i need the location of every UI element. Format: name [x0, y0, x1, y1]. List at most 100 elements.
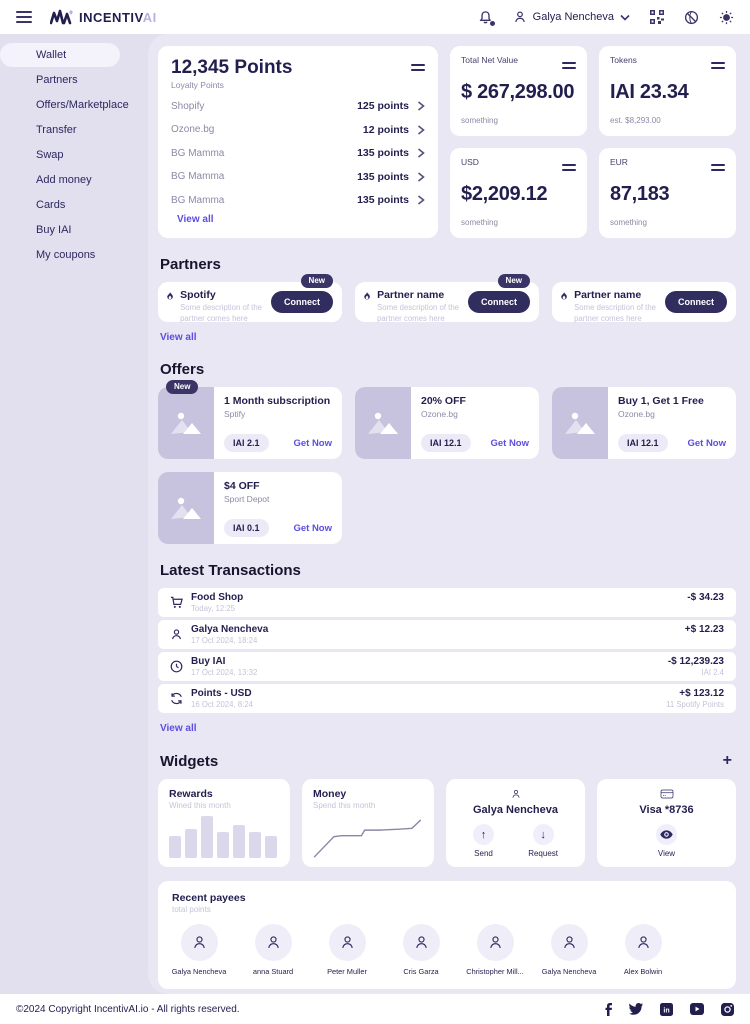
add-widget-button[interactable]: +: [722, 752, 732, 769]
tokens-value: IAI 23.34: [610, 81, 689, 103]
offer-card-20-off: 20% OFF Ozone.bg IAI 12.1 Get Now: [355, 387, 539, 459]
card-menu-icon[interactable]: [711, 55, 725, 72]
payee-item[interactable]: Peter Muller: [320, 924, 374, 976]
user-menu[interactable]: Galya Nencheva: [513, 10, 630, 24]
brand-logo[interactable]: INCENTIVAI: [50, 9, 157, 25]
sidebar-item-partners[interactable]: Partners: [36, 74, 78, 86]
connect-button[interactable]: Connect: [665, 291, 727, 313]
partners-view-all-link[interactable]: View all: [160, 332, 197, 343]
transactions-view-all-link[interactable]: View all: [160, 723, 197, 734]
offer-price-pill: IAI 12.1: [421, 434, 471, 452]
arrow-down-icon: ↓: [532, 824, 554, 845]
partners-heading: Partners: [160, 256, 221, 273]
points-row-ozone[interactable]: Ozone.bg 12 points: [171, 124, 425, 136]
connect-button[interactable]: Connect: [468, 291, 530, 313]
sidebar-item-wallet[interactable]: Wallet: [0, 43, 120, 67]
card-menu-icon[interactable]: [562, 55, 576, 72]
view-card-button[interactable]: View: [656, 824, 677, 858]
payee-item[interactable]: Galya Nencheva: [542, 924, 596, 976]
points-row-bgmamma-2[interactable]: BG Mamma 135 points: [171, 171, 425, 183]
brand-name: INCENTIVAI: [79, 9, 157, 25]
chevron-down-icon: [620, 14, 630, 21]
contact-widget: Galya Nencheva ↑ Send ↓ Request: [446, 779, 585, 867]
hamburger-menu-icon[interactable]: [16, 8, 32, 26]
eur-balance: 87,183: [610, 183, 670, 205]
get-now-link[interactable]: Get Now: [687, 437, 726, 449]
sidebar-item-swap[interactable]: Swap: [36, 149, 64, 161]
brand-logo-icon: [50, 9, 73, 25]
payee-item[interactable]: Christopher Mill...: [466, 924, 524, 976]
usd-balance-card: USD $2,209.12 something: [450, 148, 587, 238]
contact-name: Galya Nencheva: [473, 804, 558, 816]
chevron-right-icon: [418, 171, 425, 182]
chevron-right-icon: [418, 148, 425, 158]
offer-card-bogo: Buy 1, Get 1 Free Ozone.bg IAI 12.1 Get …: [552, 387, 736, 459]
person-icon: [172, 629, 181, 640]
offer-price-pill: IAI 0.1: [224, 519, 269, 537]
new-badge: New: [300, 274, 333, 288]
sidebar-item-buy-iai[interactable]: Buy IAI: [36, 224, 72, 236]
avatar: [624, 924, 662, 961]
offer-card-4-off: $4 OFF Sport Depot IAI 0.1 Get Now: [158, 472, 342, 544]
points-row-shopify[interactable]: Shopify 125 points: [171, 100, 425, 112]
points-view-all-link[interactable]: View all: [177, 214, 214, 225]
top-header: INCENTIVAI Galya Nencheva: [0, 0, 750, 34]
transaction-row-food-shop[interactable]: Food Shop Today, 12:25 -$ 34.23: [158, 588, 736, 617]
globe-language-icon[interactable]: [684, 10, 699, 25]
transaction-row-galya-nencheva[interactable]: Galya Nencheva 17 Oct 2024, 18:24 +$ 12.…: [158, 620, 736, 649]
get-now-link[interactable]: Get Now: [293, 437, 332, 449]
tokens-card: Tokens IAI 23.34 est. $8,293.00: [599, 46, 736, 136]
payee-item[interactable]: Galya Nencheva: [172, 924, 226, 976]
instagram-icon[interactable]: [721, 1002, 734, 1016]
money-widget: Money Spend this month: [302, 779, 434, 867]
recent-payees-title: Recent payees: [172, 892, 246, 904]
total-net-value-card: Total Net Value $ 267,298.00 something: [450, 46, 587, 136]
card-menu-icon[interactable]: [411, 57, 425, 74]
card-menu-icon[interactable]: [562, 157, 576, 174]
sidebar-item-offers-marketplace[interactable]: Offers/Marketplace: [36, 99, 129, 111]
arrow-up-icon: ↑: [473, 824, 494, 845]
payee-item[interactable]: anna Stuard: [246, 924, 300, 976]
notifications-bell-icon[interactable]: [478, 10, 496, 27]
youtube-icon[interactable]: [690, 1003, 704, 1015]
get-now-link[interactable]: Get Now: [490, 437, 529, 449]
chevron-right-icon: [418, 101, 425, 111]
sidebar-item-cards[interactable]: Cards: [36, 199, 66, 211]
points-row-bgmamma-3[interactable]: BG Mamma 135 points: [171, 194, 425, 206]
flame-icon: [364, 292, 370, 300]
payee-item[interactable]: Alex Bolwin: [616, 924, 670, 976]
money-line-chart: [313, 818, 423, 860]
facebook-icon[interactable]: [605, 1002, 612, 1016]
offers-heading: Offers: [160, 361, 205, 378]
partner-card-2: New Partner name Some description of the…: [355, 274, 539, 323]
usd-balance: $2,209.12: [461, 183, 548, 205]
qr-code-icon[interactable]: [650, 10, 664, 24]
chevron-right-icon: [418, 124, 425, 135]
flame-icon: [561, 292, 567, 300]
linkedin-icon[interactable]: in: [660, 1002, 673, 1016]
twitter-icon[interactable]: [629, 1003, 643, 1015]
sidebar-item-my-coupons[interactable]: My coupons: [36, 249, 96, 261]
points-row-bgmamma-1[interactable]: BG Mamma 135 points: [171, 147, 425, 159]
eye-icon: [656, 824, 677, 845]
sidebar-item-add-money[interactable]: Add money: [36, 174, 92, 186]
credit-card-icon: [660, 789, 673, 799]
request-button[interactable]: ↓ Request: [528, 824, 558, 858]
partner-card-spotify: New Spotify Some description of the part…: [158, 274, 342, 323]
transaction-row-points-usd[interactable]: Points - USD 16 Oct 2024, 8:24 +$ 123.12…: [158, 684, 736, 713]
get-now-link[interactable]: Get Now: [293, 522, 332, 534]
theme-sun-icon[interactable]: [719, 10, 734, 25]
new-badge: New: [166, 380, 199, 394]
payee-item[interactable]: Cris Garza: [394, 924, 448, 976]
bank-card-widget: Visa *8736 View: [597, 779, 736, 867]
card-menu-icon[interactable]: [711, 157, 725, 174]
loyalty-points-card: 12,345 Points Loyalty Points Shopify 125…: [158, 46, 438, 238]
sidebar-item-transfer[interactable]: Transfer: [36, 124, 77, 136]
recent-payees-card: Recent payees total points Galya Nenchev…: [158, 881, 736, 989]
offer-image-placeholder: [552, 387, 608, 459]
page-footer: ©2024 Copyright IncentivAI.io - All righ…: [0, 994, 750, 1024]
offer-image-placeholder: [158, 387, 214, 459]
transaction-row-buy-iai[interactable]: Buy IAI 17 Oct 2024, 13:32 -$ 12,239.23 …: [158, 652, 736, 681]
send-button[interactable]: ↑ Send: [473, 824, 494, 858]
connect-button[interactable]: Connect: [271, 291, 333, 313]
